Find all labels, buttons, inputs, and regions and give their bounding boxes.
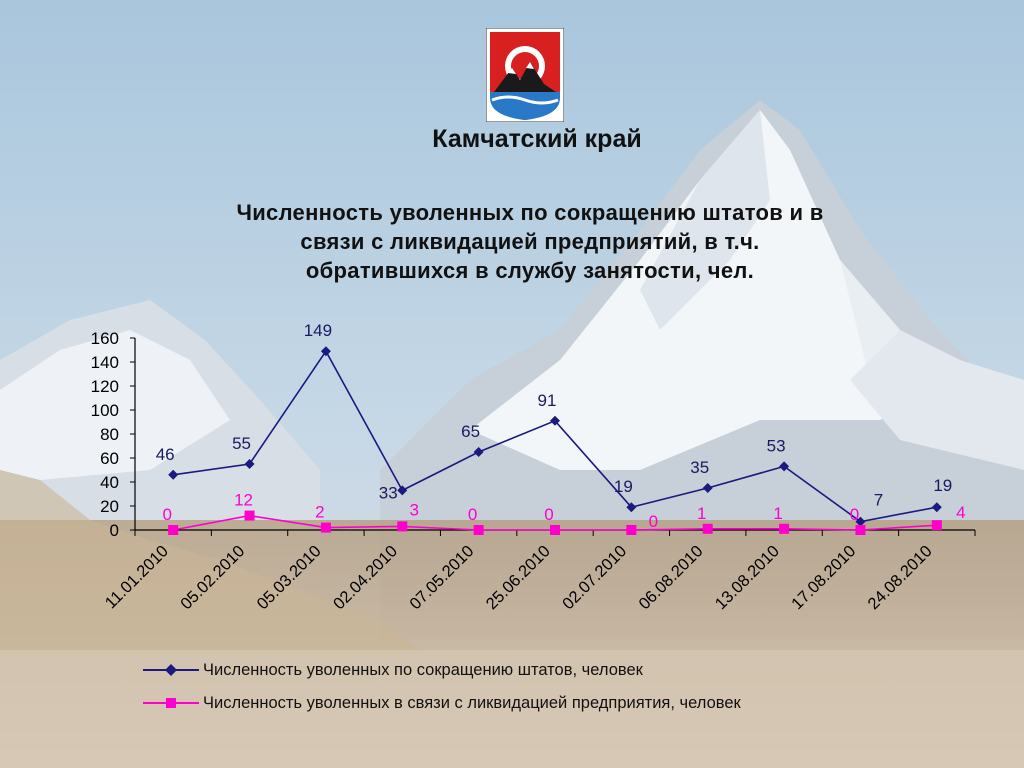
x-tick-label: 25.06.2010 <box>483 542 554 613</box>
series-1-data-label: 35 <box>690 458 709 477</box>
series-line-1 <box>173 349 937 523</box>
x-tick-label: 05.03.2010 <box>254 542 325 613</box>
series-1-data-label: 19 <box>933 476 952 495</box>
series-2-data-label: 0 <box>544 505 553 524</box>
region-title: Камчатский край <box>432 125 642 153</box>
series-2-data-label: 0 <box>649 512 658 531</box>
series-1-point <box>320 346 331 357</box>
legend-item-dismissed-liquidation: Численность уволенных в связи с ликвидац… <box>143 693 741 713</box>
series-1-data-label: 33 <box>379 483 398 502</box>
series-1-point <box>168 469 179 480</box>
series-1-data-label: 55 <box>232 434 251 453</box>
chart-title: Численность уволенных по сокращению штат… <box>150 198 910 285</box>
series-2-data-label: 4 <box>956 503 965 522</box>
series-2-point <box>397 521 408 532</box>
series-2-point <box>702 523 713 534</box>
x-tick-label: 13.08.2010 <box>712 542 783 613</box>
series-2-data-label: 0 <box>162 505 171 524</box>
x-tick-label: 17.08.2010 <box>788 542 859 613</box>
series-1-point <box>626 502 637 513</box>
series-2-data-label: 0 <box>850 505 859 524</box>
series-1-point <box>473 447 484 457</box>
series-1-data-label: 91 <box>538 391 557 410</box>
series-2-point <box>473 525 484 535</box>
legend-marker-square-icon <box>143 698 199 708</box>
series-2-point <box>168 525 179 535</box>
y-tick-label: 40 <box>100 473 119 492</box>
series-2-data-label: 1 <box>773 504 782 523</box>
legend-label-series-1: Численность уволенных по сокращению штат… <box>203 660 643 679</box>
x-tick-label: 02.04.2010 <box>330 542 401 613</box>
series-2-data-label: 2 <box>315 503 324 522</box>
series-1-point <box>931 502 942 513</box>
series-1-point <box>244 459 255 469</box>
chart-title-line-3: обратившихся в службу занятости, чел. <box>305 258 755 283</box>
chart-title-line-1: Численность уволенных по сокращению штат… <box>236 200 824 225</box>
series-1-data-label: 7 <box>874 491 883 510</box>
x-tick-label: 05.02.2010 <box>177 542 248 613</box>
series-2-point <box>931 520 942 531</box>
x-tick-label: 11.01.2010 <box>102 542 172 612</box>
x-tick-label: 02.07.2010 <box>559 542 630 613</box>
series-1-point <box>550 415 560 426</box>
series-2-point <box>779 523 790 534</box>
chart-title-line-2: связи с ликвидацией предприятий, в т.ч. <box>300 229 760 254</box>
series-1-point <box>397 485 408 496</box>
series-2-point <box>626 525 637 535</box>
y-tick-label: 160 <box>91 329 119 348</box>
series-2-data-label: 1 <box>697 504 706 523</box>
series-2-data-label: 0 <box>468 505 477 524</box>
series-1-point <box>702 483 713 493</box>
legend-item-dismissed-staff-reduction: Численность уволенных по сокращению штат… <box>143 660 643 680</box>
y-tick-label: 20 <box>100 497 119 516</box>
series-2-point <box>320 522 331 533</box>
series-2-point <box>244 510 255 521</box>
y-tick-label: 0 <box>110 521 119 540</box>
y-tick-label: 120 <box>91 377 119 396</box>
series-1-point <box>855 516 866 527</box>
y-tick-label: 140 <box>91 353 119 372</box>
x-tick-label: 06.08.2010 <box>635 542 706 613</box>
legend-label-series-2: Численность уволенных в связи с ликвидац… <box>203 693 741 712</box>
series-1-data-label: 65 <box>461 422 480 441</box>
legend-marker-diamond-icon <box>143 664 199 676</box>
series-1-data-label: 46 <box>156 445 175 464</box>
series-2-data-label: 12 <box>234 491 253 510</box>
x-tick-label: 24.08.2010 <box>865 542 936 613</box>
series-1-data-label: 53 <box>767 436 786 455</box>
series-2-point <box>855 525 866 535</box>
series-1-data-label: 149 <box>304 321 332 340</box>
x-tick-label: 07.05.2010 <box>406 542 477 613</box>
series-1-point <box>779 461 790 472</box>
series-2-point <box>550 525 560 535</box>
y-tick-label: 100 <box>91 401 119 420</box>
kamchatka-coat-of-arms-logo <box>486 28 564 122</box>
series-2-data-label: 3 <box>410 500 419 519</box>
y-tick-label: 60 <box>100 449 119 468</box>
series-1-data-label: 19 <box>614 477 633 496</box>
y-tick-label: 80 <box>100 425 119 444</box>
